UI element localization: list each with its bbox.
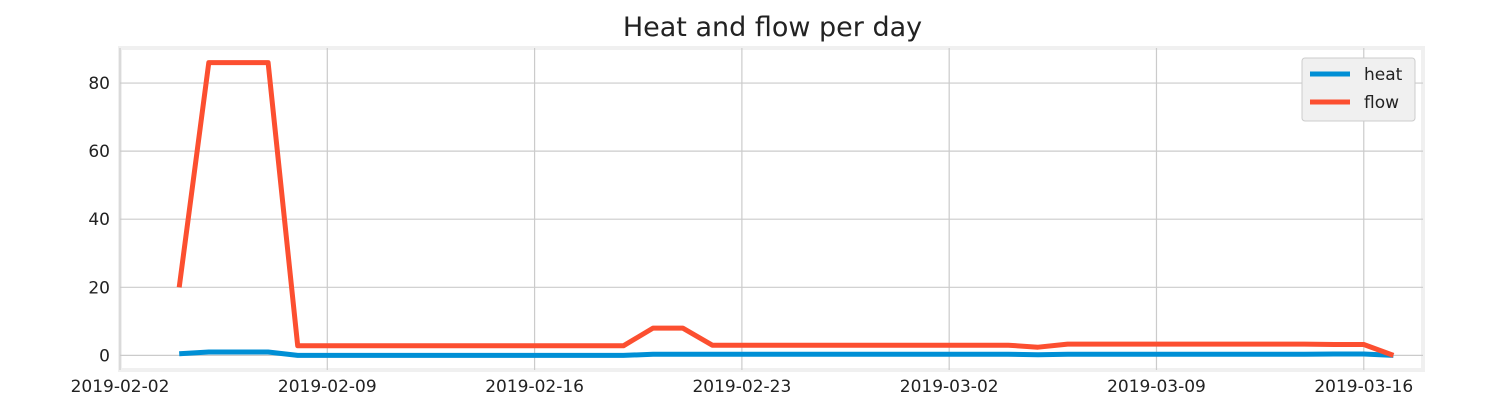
x-tick-label: 2019-02-09: [278, 377, 377, 397]
x-tick-label: 2019-03-16: [1314, 377, 1413, 397]
plot-frame: [118, 46, 1425, 372]
x-tick-label: 2019-03-09: [1107, 377, 1206, 397]
x-tick-label: 2019-02-23: [692, 377, 791, 397]
y-tick-label: 40: [88, 210, 110, 230]
legend-label: flow: [1364, 93, 1399, 113]
y-tick-label: 20: [88, 278, 110, 298]
series-line-flow: [176, 60, 1395, 358]
x-tick-label: 2019-02-16: [485, 377, 584, 397]
y-tick-label: 80: [88, 74, 110, 94]
legend: heat flow: [1301, 57, 1416, 122]
y-tick-label: 0: [99, 346, 110, 366]
chart-title: Heat and flow per day: [622, 12, 923, 43]
y-tick-label: 60: [88, 142, 110, 162]
x-tick-label: 2019-03-02: [900, 377, 999, 397]
x-tick-label: 2019-02-02: [71, 377, 170, 397]
series-line-heat: [179, 349, 1394, 358]
legend-label: heat: [1364, 65, 1403, 85]
